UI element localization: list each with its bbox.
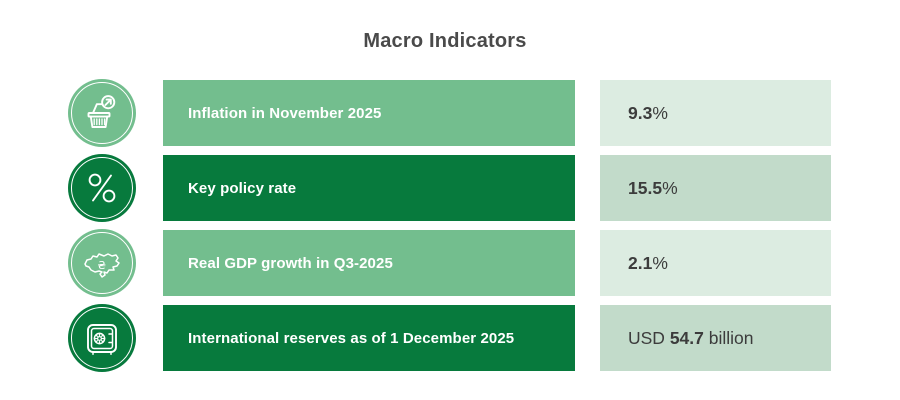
ukraine-map-icon: ₴ [68, 229, 136, 297]
indicator-value-cell: 2.1% [600, 230, 831, 296]
indicator-label-bar: Inflation in November 2025 [163, 80, 575, 146]
indicator-label: Key policy rate [188, 179, 297, 197]
safe-icon [68, 304, 136, 372]
page-title: Macro Indicators [363, 30, 527, 52]
indicator-label: International reserves as of 1 December … [188, 329, 515, 347]
svg-text:₴: ₴ [98, 259, 107, 272]
indicator-label: Real GDP growth in Q3-2025 [188, 254, 393, 272]
indicator-value: 15.5% [628, 177, 678, 198]
indicator-value-cell: 9.3% [600, 80, 831, 146]
indicator-label-bar: Real GDP growth in Q3-2025 [163, 230, 575, 296]
indicator-value: 9.3% [628, 102, 668, 123]
indicator-row-reserves: International reserves as of 1 December … [0, 304, 900, 372]
indicator-label-bar: International reserves as of 1 December … [163, 305, 575, 371]
indicator-value: USD 54.7 billion [628, 327, 754, 348]
indicator-label: Inflation in November 2025 [188, 104, 382, 122]
indicator-value: 2.1% [628, 252, 668, 273]
indicator-label-bar: Key policy rate [163, 155, 575, 221]
indicator-row-key-rate: Key policy rate 15.5% [0, 154, 900, 222]
indicator-value-cell: 15.5% [600, 155, 831, 221]
indicator-row-gdp: ₴ Real GDP growth in Q3-2025 2.1% [0, 229, 900, 297]
percent-icon [68, 154, 136, 222]
basket-trend-icon [68, 79, 136, 147]
indicator-value-cell: USD 54.7 billion [600, 305, 831, 371]
indicator-row-inflation: Inflation in November 2025 9.3% [0, 79, 900, 147]
